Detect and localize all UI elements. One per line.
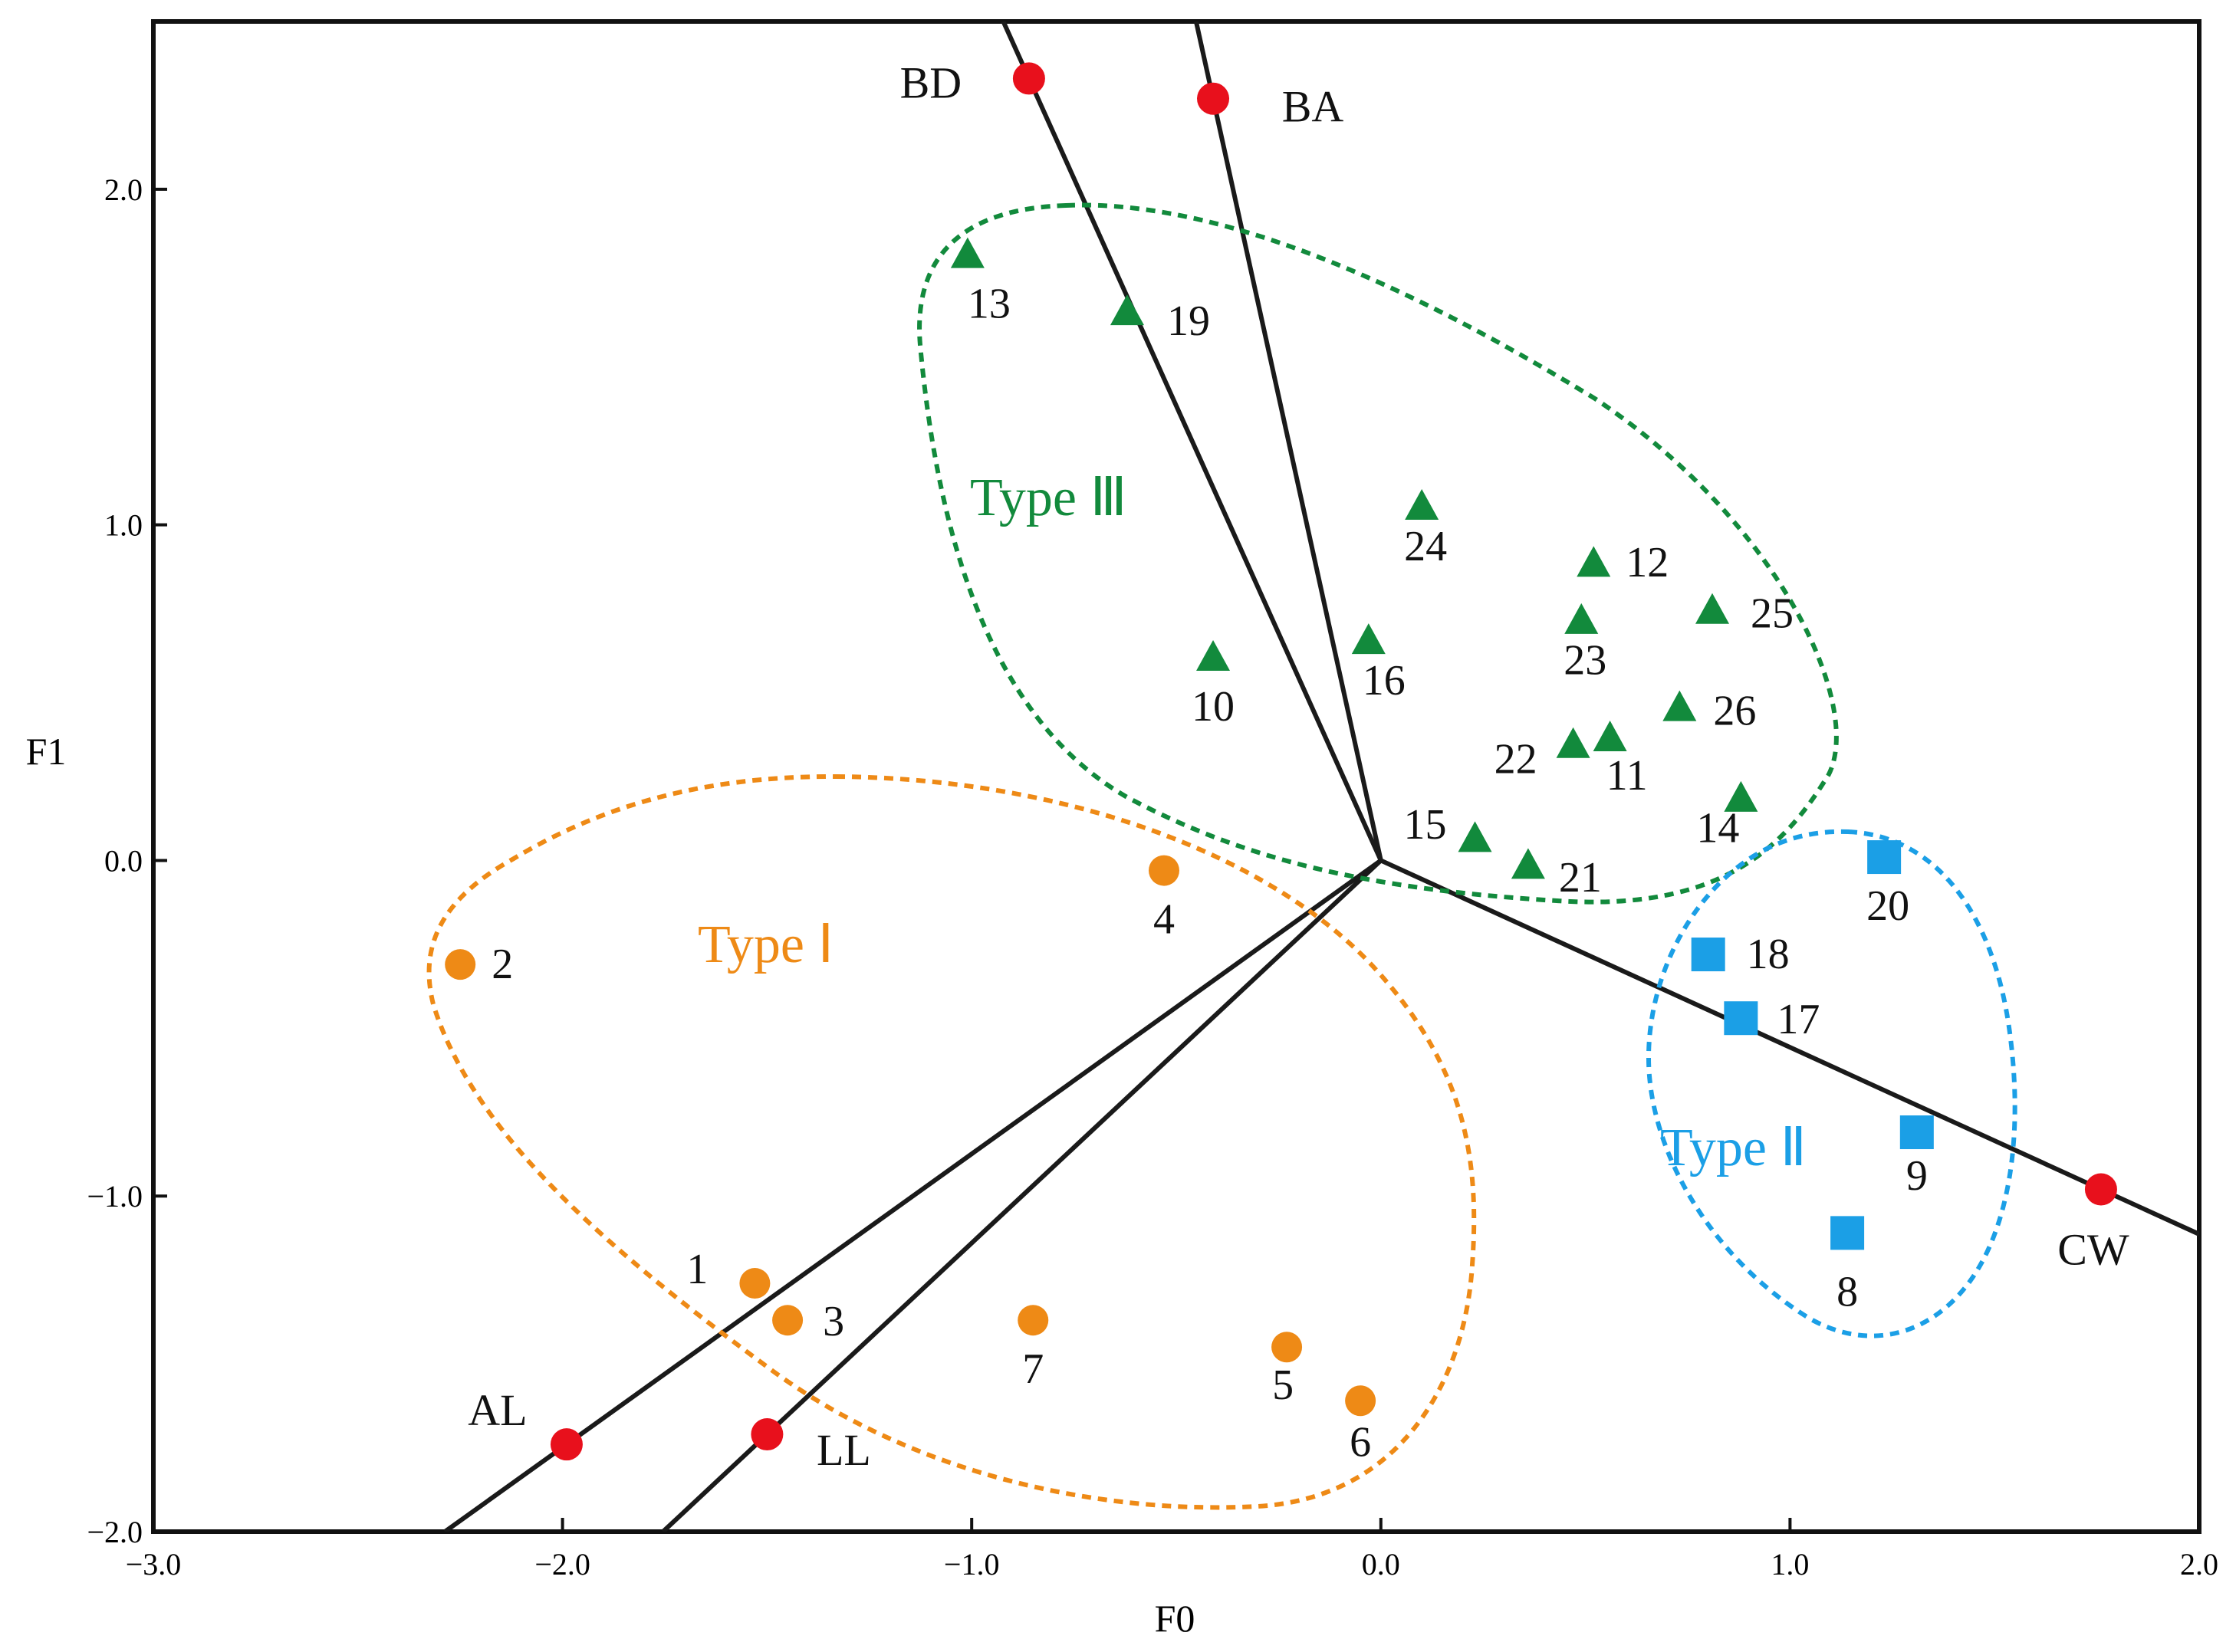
sample-4-label: 4: [1153, 896, 1175, 944]
x-tick-label: 2.0: [2180, 1547, 2218, 1581]
sample-5-label: 5: [1272, 1361, 1294, 1409]
sample-3-marker: [772, 1305, 804, 1336]
sample-3-label: 3: [823, 1298, 844, 1345]
endmember-al-marker: [550, 1428, 583, 1461]
sample-10-label: 10: [1192, 683, 1235, 731]
sample-18-marker: [1691, 938, 1725, 972]
y-tick-label: 2.0: [104, 172, 143, 207]
sample-10-marker: [1196, 639, 1231, 671]
type-1-label: Type Ⅰ: [698, 915, 834, 974]
sample-7-label: 7: [1022, 1345, 1044, 1393]
endmember-al-label: AL: [468, 1385, 527, 1435]
sample-4-marker: [1148, 855, 1179, 886]
mixing-line-ll: [661, 859, 1383, 1532]
sample-14-marker: [1724, 780, 1758, 812]
sample-6-marker: [1345, 1385, 1376, 1417]
sample-6-label: 6: [1350, 1418, 1371, 1466]
sample-12-marker: [1577, 546, 1611, 577]
endmember-bd-label: BD: [900, 57, 962, 107]
sample-23-label: 23: [1564, 637, 1606, 685]
endmember-bd-marker: [1012, 62, 1045, 95]
x-axis-title: F0: [1155, 1597, 1195, 1640]
group-ellipses: [426, 202, 2017, 1510]
type-2-label: Type Ⅱ: [1660, 1118, 1807, 1177]
type-3-ellipse: [917, 202, 1839, 905]
sample-20-label: 20: [1866, 882, 1909, 930]
sample-16-label: 16: [1363, 657, 1406, 704]
type-3-points: 10 11 12 13 14 15 16 19 21 22 23 24 25 26: [950, 237, 1794, 902]
y-axis-title: F1: [26, 730, 67, 773]
endmember-cw-marker: [2084, 1173, 2117, 1206]
sample-1-label: 1: [686, 1246, 708, 1293]
sample-25-marker: [1695, 593, 1730, 624]
sample-12-label: 12: [1626, 539, 1669, 586]
endmember-ba-label: BA: [1282, 82, 1344, 132]
sample-21-label: 21: [1559, 854, 1602, 902]
mixing-line-cw: [1379, 858, 2199, 1237]
sample-22-marker: [1556, 727, 1590, 758]
sample-11-label: 11: [1606, 752, 1648, 800]
y-tick-label: −2.0: [87, 1515, 143, 1549]
x-tick-label: −2.0: [534, 1547, 590, 1581]
sample-17-label: 17: [1777, 996, 1820, 1043]
mixing-line-bd: [1001, 21, 1383, 862]
sample-8-marker: [1830, 1216, 1865, 1250]
sample-2-label: 2: [492, 941, 513, 988]
axes: −3.0 −2.0 −1.0 0.0 1.0 2.0 −2.0−1.00.01.02.0 …: [26, 19, 2218, 1640]
sample-16-marker: [1351, 623, 1386, 655]
sample-7-marker: [1018, 1305, 1049, 1336]
sample-15-marker: [1458, 821, 1492, 852]
sample-24-label: 24: [1404, 523, 1447, 570]
sample-17-marker: [1724, 1001, 1758, 1036]
y-tick-label: 0.0: [104, 843, 143, 878]
sample-11-marker: [1593, 721, 1627, 752]
sample-23-marker: [1564, 603, 1599, 634]
endmember-cw-label: CW: [2057, 1224, 2129, 1274]
sample-14-label: 14: [1696, 805, 1739, 852]
sample-9-label: 9: [1906, 1152, 1928, 1200]
mixing-line-ba: [1193, 21, 1383, 862]
x-tick-label: −1.0: [944, 1547, 1000, 1581]
sample-13-marker: [950, 237, 985, 268]
sample-24-marker: [1405, 488, 1439, 520]
sample-5-marker: [1271, 1332, 1303, 1363]
x-ticks: −3.0 −2.0 −1.0 0.0 1.0 2.0: [126, 1518, 2218, 1581]
y-tick-label: 1.0: [104, 508, 143, 543]
sample-20-marker: [1867, 840, 1902, 875]
sample-1-marker: [739, 1268, 771, 1299]
type-1-points: 1 2 3 4 5 6 7: [445, 855, 1376, 1466]
type-2-ellipse: [1646, 829, 2017, 1338]
type-1-ellipse: [426, 773, 1477, 1510]
group-labels: Type Ⅰ Type Ⅱ Type Ⅲ: [698, 468, 1807, 1177]
type-3-label: Type Ⅲ: [970, 468, 1127, 527]
sample-22-label: 22: [1495, 736, 1537, 783]
endmember-points: BD BA CW AL LL: [468, 57, 2129, 1475]
y-tick-label: −1.0: [87, 1179, 143, 1214]
sample-26-marker: [1662, 690, 1697, 721]
endmember-ba-marker: [1197, 82, 1230, 115]
sample-25-label: 25: [1751, 590, 1794, 637]
sample-26-label: 26: [1713, 687, 1756, 734]
sample-19-marker: [1110, 294, 1144, 326]
endmember-ll-marker: [751, 1418, 784, 1451]
sample-8-label: 8: [1836, 1268, 1858, 1315]
plot-frame: [151, 19, 2201, 1534]
y-ticks: −2.0 −1.0 0.0 1.0 2.0: [87, 172, 167, 1549]
sample-18-label: 18: [1747, 931, 1790, 978]
sample-9-marker: [1899, 1115, 1934, 1150]
mixing-line-al: [443, 859, 1383, 1532]
x-tick-label: 0.0: [1362, 1547, 1400, 1581]
sample-13-label: 13: [968, 280, 1011, 327]
x-tick-label: 1.0: [1771, 1547, 1809, 1581]
sample-19-label: 19: [1167, 297, 1210, 345]
sample-2-marker: [445, 949, 476, 980]
sample-21-marker: [1511, 848, 1545, 879]
x-tick-label: −3.0: [126, 1547, 182, 1581]
sample-15-label: 15: [1404, 801, 1447, 849]
type-2-points: 8 9 17 18 20: [1691, 840, 1934, 1315]
endmember-ll-label: LL: [817, 1425, 871, 1475]
mixing-lines: [443, 21, 2199, 1532]
